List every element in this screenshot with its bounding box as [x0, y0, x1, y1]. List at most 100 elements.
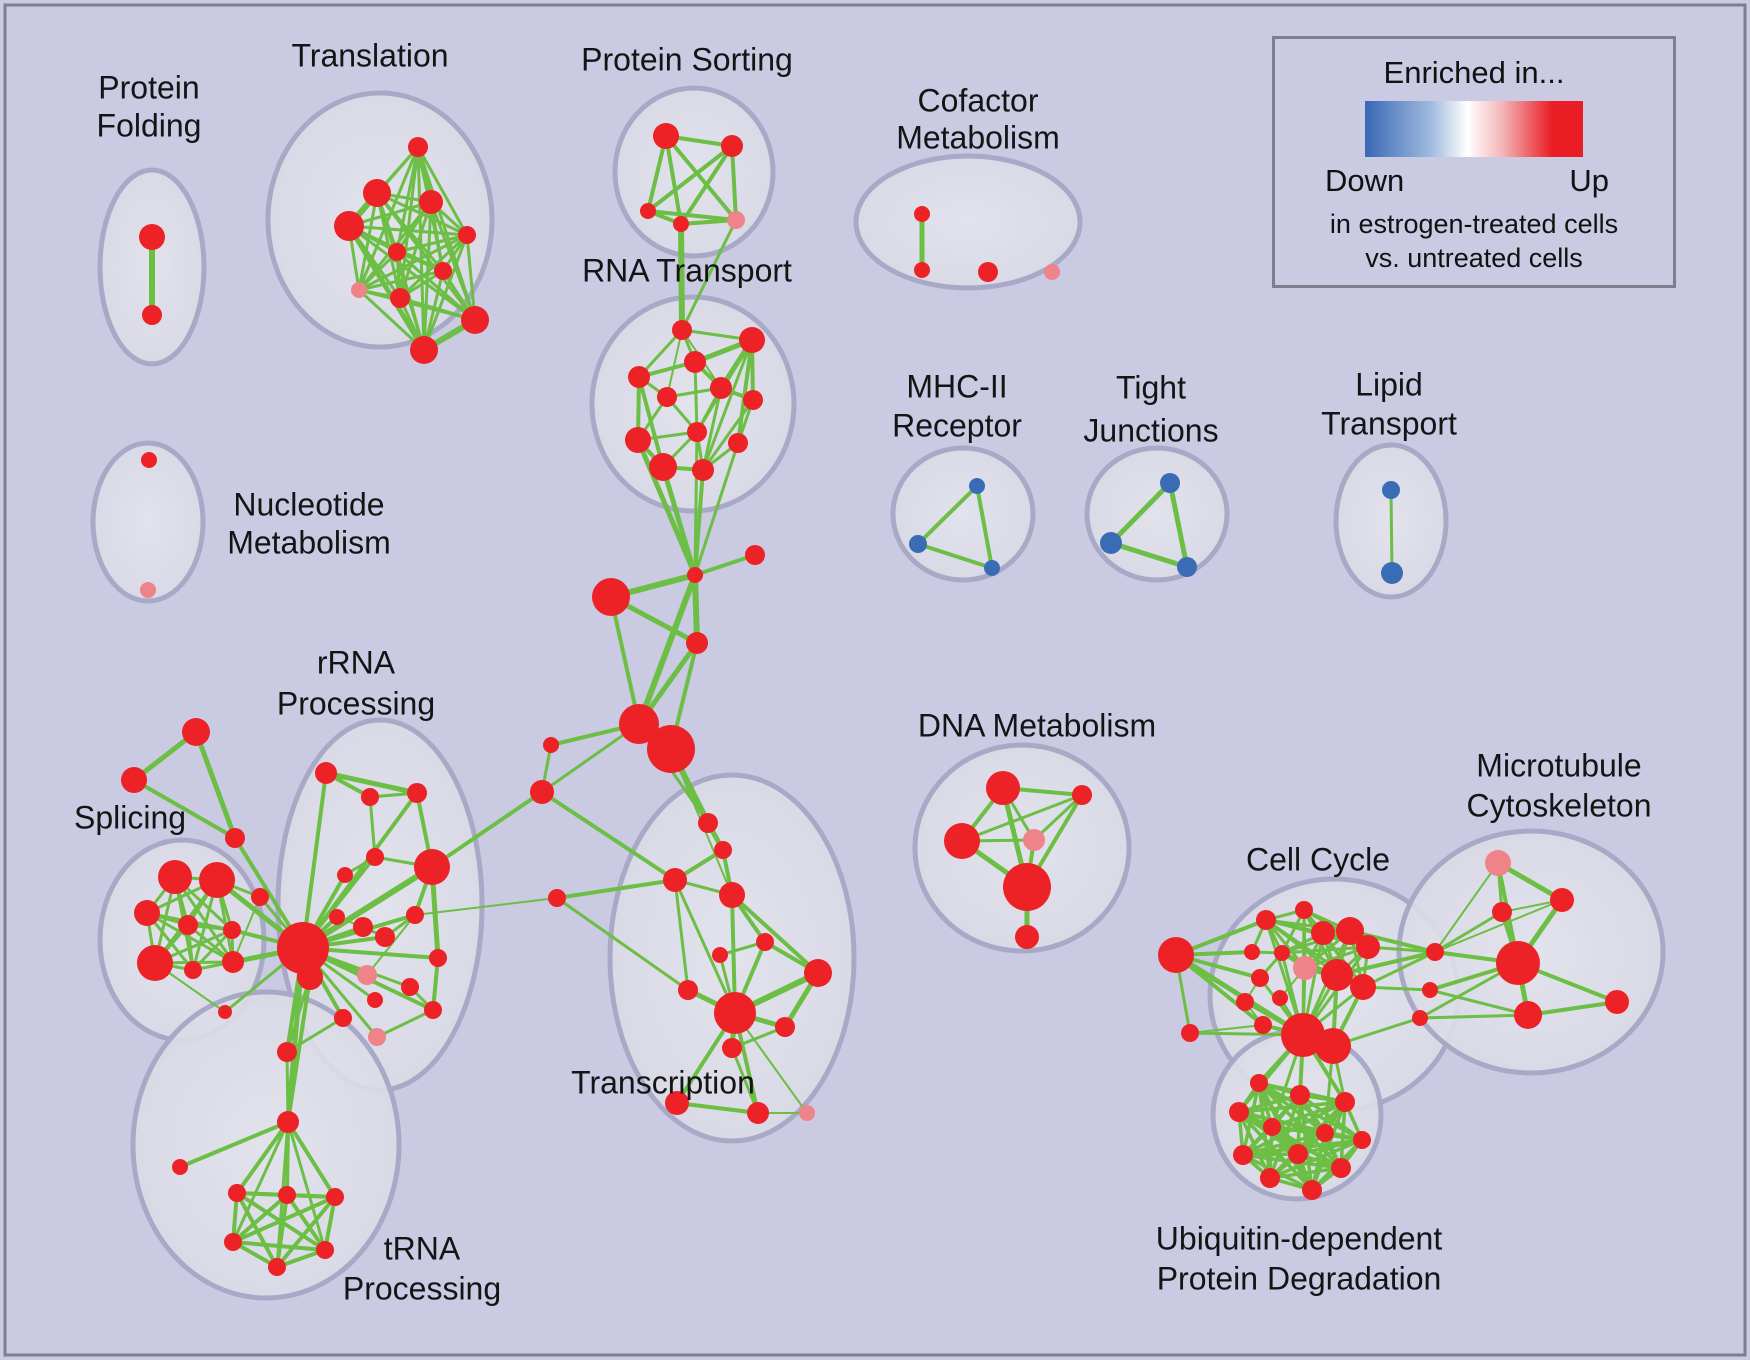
edge-cr1-mtp — [1434, 862, 1499, 953]
legend-gradient-bar — [1365, 101, 1583, 157]
figure-frame — [3, 3, 1747, 1357]
edge-sp_t1-sp_t3 — [193, 731, 238, 839]
node-tr11 — [410, 336, 438, 364]
node-tn4 — [224, 1233, 242, 1251]
cluster-label-cell-cycle: Cell Cycle — [1246, 841, 1390, 877]
node-ps1 — [653, 123, 679, 149]
node-dm3 — [944, 823, 980, 859]
node-mtB — [1496, 941, 1540, 985]
edge-tn_c-tn4 — [231, 1121, 290, 1243]
edge-rt1-rt5 — [666, 329, 683, 398]
edge-ps2-ps5 — [730, 145, 738, 221]
node-tr3 — [419, 190, 443, 214]
node-rr17 — [277, 1042, 297, 1062]
edge-ps3-ps5 — [647, 209, 737, 222]
node-rt12 — [692, 459, 714, 481]
edge-rr1-rr3 — [325, 770, 418, 796]
node-rr6 — [353, 917, 373, 937]
node-cr2 — [1422, 982, 1438, 998]
node-rr15 — [357, 965, 377, 985]
edge-ps4-ps5 — [680, 218, 737, 226]
edge-ps1-ps5 — [664, 134, 738, 222]
node-rt11 — [649, 453, 677, 481]
node-ps2 — [721, 135, 743, 157]
node-cf1 — [914, 206, 930, 222]
node-tr4 — [334, 211, 364, 241]
edge-rt3-rt9 — [693, 361, 699, 433]
edge-cc4-cr1 — [1349, 929, 1436, 954]
edge-tr5-tr8 — [358, 233, 468, 292]
node-tr6 — [388, 243, 406, 261]
node-tn6 — [268, 1258, 286, 1276]
edge-ub3-ub4 — [1238, 1100, 1346, 1114]
cluster-label-ubiquitin-degradation: Ubiquitin-dependent Protein Degradation — [1156, 1220, 1443, 1296]
node-rr1 — [315, 762, 337, 784]
edge-tx4-tx7 — [730, 893, 820, 975]
node-sp9 — [218, 1005, 232, 1019]
cluster-label-translation: Translation — [291, 37, 448, 73]
edge-ps1-ps4 — [664, 135, 683, 225]
legend-title: Enriched in... — [1383, 55, 1565, 90]
node-tn5 — [316, 1241, 334, 1259]
node-mh1 — [969, 478, 985, 494]
cluster-ellipses-layer — [90, 85, 1666, 1301]
edge-rt7-rt12 — [701, 399, 755, 471]
node-sp_t1 — [182, 718, 210, 746]
edge-rr2-rr4 — [368, 796, 377, 858]
edge-lx3-tx8 — [556, 896, 689, 992]
cluster-ellipse-cofactor-metabolism — [853, 153, 1083, 291]
cluster-label-protein-sorting: Protein Sorting — [581, 41, 793, 77]
node-hub — [277, 922, 329, 974]
node-rrb — [414, 849, 450, 885]
node-rr3 — [407, 783, 427, 803]
node-ps5 — [727, 211, 745, 229]
node-cc2 — [1295, 901, 1313, 919]
node-cc1 — [1256, 910, 1276, 930]
node-mtp — [1485, 850, 1511, 876]
node-tj3 — [1177, 557, 1197, 577]
node-sp_t2 — [121, 767, 147, 793]
legend-up-label: Up — [1569, 163, 1609, 198]
edge-sp1-sp8 — [173, 876, 235, 963]
legend-subtitle-line1: in estrogen-treated cells — [1329, 209, 1619, 239]
node-lx3 — [548, 889, 566, 907]
edge-ub6-ub8 — [1242, 1131, 1326, 1157]
node-tj2 — [1100, 532, 1122, 554]
edge-tr4-tr5 — [348, 224, 468, 237]
node-ub7 — [1353, 1131, 1371, 1149]
node-cc10 — [1350, 974, 1376, 1000]
node-tr10 — [461, 306, 489, 334]
node-tx4 — [719, 882, 745, 908]
edge-mh1-mh3 — [975, 485, 994, 569]
edge-tn2-tn4 — [231, 1193, 289, 1244]
node-tx9 — [714, 992, 756, 1034]
edge-tr4-tr11 — [347, 225, 426, 351]
node-sp2 — [199, 862, 235, 898]
edge-tn2-tn6 — [275, 1194, 289, 1268]
node-lx1 — [543, 737, 559, 753]
edge-ps2-ps4 — [679, 144, 734, 226]
node-tx1 — [698, 813, 718, 833]
node-hub2 — [297, 964, 323, 990]
cluster-label-rrna-processing: rRNA Processing — [277, 644, 435, 721]
edge-ps5-rt1 — [680, 219, 738, 331]
nodes-layer — [121, 123, 1629, 1276]
node-sp5 — [223, 921, 241, 939]
edge-rt10-ch1 — [693, 442, 740, 576]
node-cf2 — [914, 262, 930, 278]
node-ub2 — [1290, 1085, 1310, 1105]
node-lx2 — [530, 780, 554, 804]
node-tr8 — [351, 282, 367, 298]
edge-tx3-tx8 — [673, 879, 690, 991]
edge-ch1-ch2 — [694, 553, 756, 577]
node-rt5 — [657, 387, 677, 407]
node-rr14 — [334, 1009, 352, 1027]
node-mt5 — [1605, 990, 1629, 1014]
node-dm5 — [1003, 863, 1051, 911]
edge-cc9-cr1 — [1336, 950, 1436, 977]
node-rr9 — [406, 906, 424, 924]
edge-cr1-mt2 — [1434, 899, 1563, 953]
cluster-ellipse-rna-transport — [589, 294, 797, 514]
node-dm1 — [986, 771, 1020, 805]
